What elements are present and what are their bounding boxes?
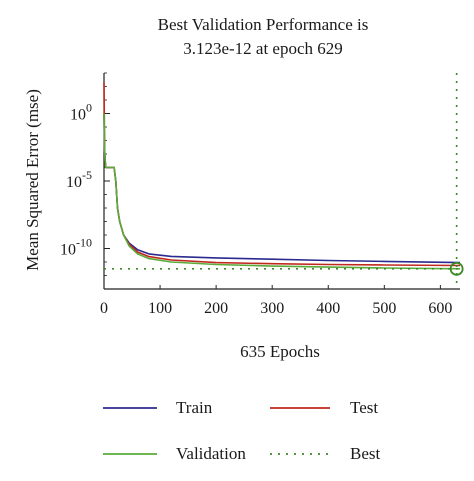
x-tick-label: 100 [148,300,172,317]
y-tick-label: 10-10 [60,236,92,259]
x-tick-label: 400 [316,300,340,317]
x-tick-label: 500 [372,300,396,317]
series-line-test [103,82,461,267]
chart-title-line-1: Best Validation Performance is [158,15,369,34]
series-line-validation [103,113,461,270]
x-tick-label: 200 [204,300,228,317]
legend-label-test: Test [350,398,378,417]
y-axis-label: Mean Squared Error (mse) [23,89,42,271]
series-line-train [103,113,461,264]
x-tick-label: 0 [100,300,108,317]
y-tick-label: 100 [70,101,92,124]
best-point-marker [449,261,464,276]
x-axis-label: 635 Epochs [240,342,320,361]
legend-label-validation: Validation [176,444,246,463]
legend-label-best: Best [350,444,381,463]
chart-title-line-2: 3.123e-12 at epoch 629 [183,39,343,58]
legend: Train Test Validation Best [103,398,381,463]
x-tick-label: 300 [260,300,284,317]
y-tick-label: 10-5 [66,168,92,191]
x-tick-label: 600 [428,300,452,317]
plot-area: 0 100 200 300 400 500 600 100 10-5 10-10 [60,72,464,317]
legend-label-train: Train [176,398,213,417]
